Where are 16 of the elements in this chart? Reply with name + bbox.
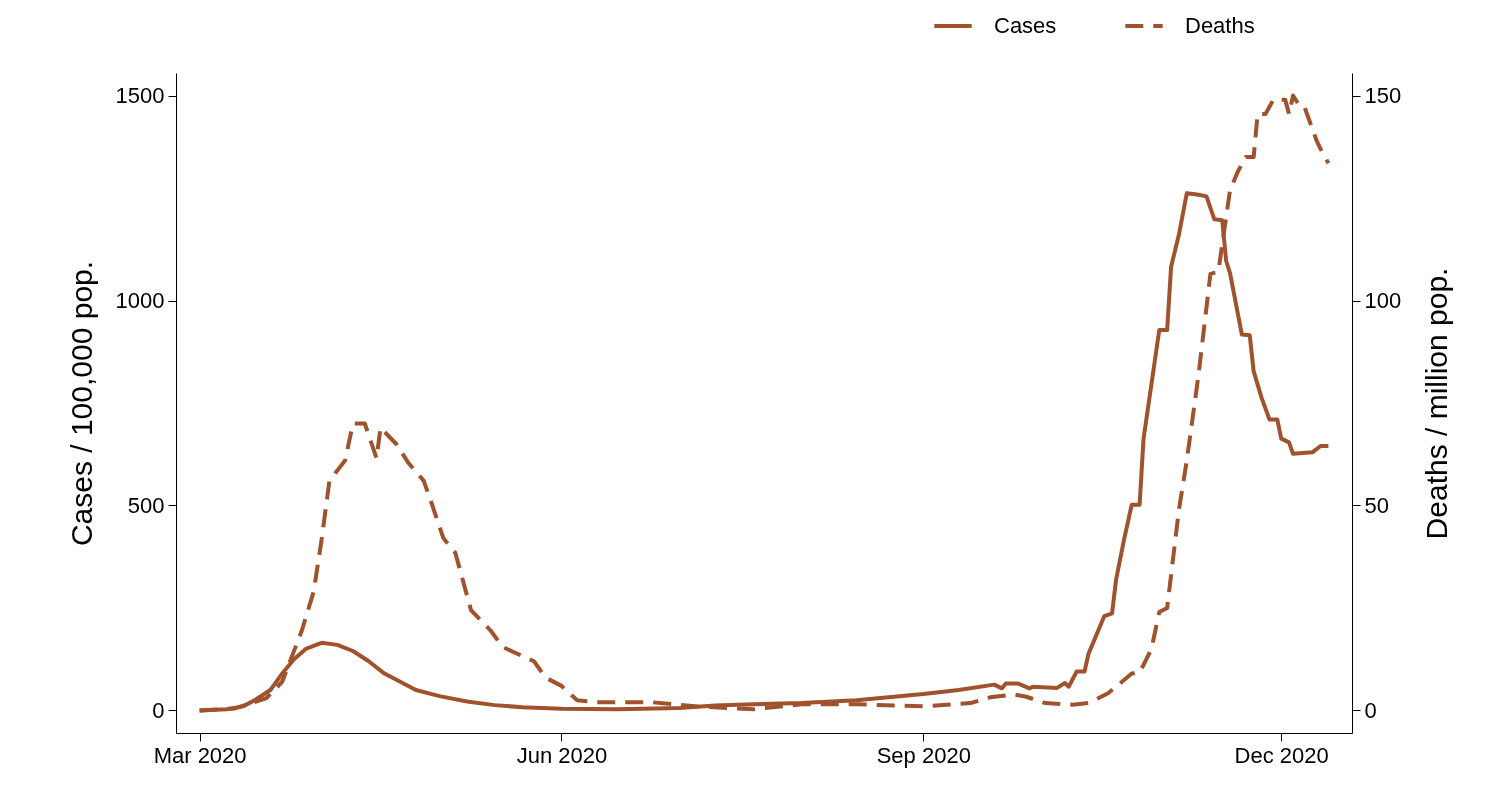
y2-tick-label: 0: [1364, 697, 1377, 723]
legend-label: Deaths: [1185, 13, 1255, 38]
x-tick-label: Jun 2020: [516, 742, 608, 768]
y-tick-label: 1000: [115, 288, 165, 314]
y2-tick-label: 100: [1364, 288, 1402, 314]
y-tick-label: 1500: [115, 83, 165, 109]
y-tick-label: 0: [152, 697, 165, 723]
x-tick-label: Dec 2020: [1234, 742, 1329, 768]
y2-tick-label: 150: [1364, 83, 1402, 109]
y-axis-title: Cases / 100,000 pop.: [64, 260, 98, 547]
y2-axis-title: Deaths / million pop.: [1420, 267, 1454, 540]
legend-label: Cases: [994, 13, 1057, 38]
y2-tick-label: 50: [1364, 492, 1389, 518]
x-tick-label: Sep 2020: [876, 742, 971, 768]
x-tick-label: Mar 2020: [153, 742, 247, 768]
y-tick-label: 500: [127, 492, 165, 518]
